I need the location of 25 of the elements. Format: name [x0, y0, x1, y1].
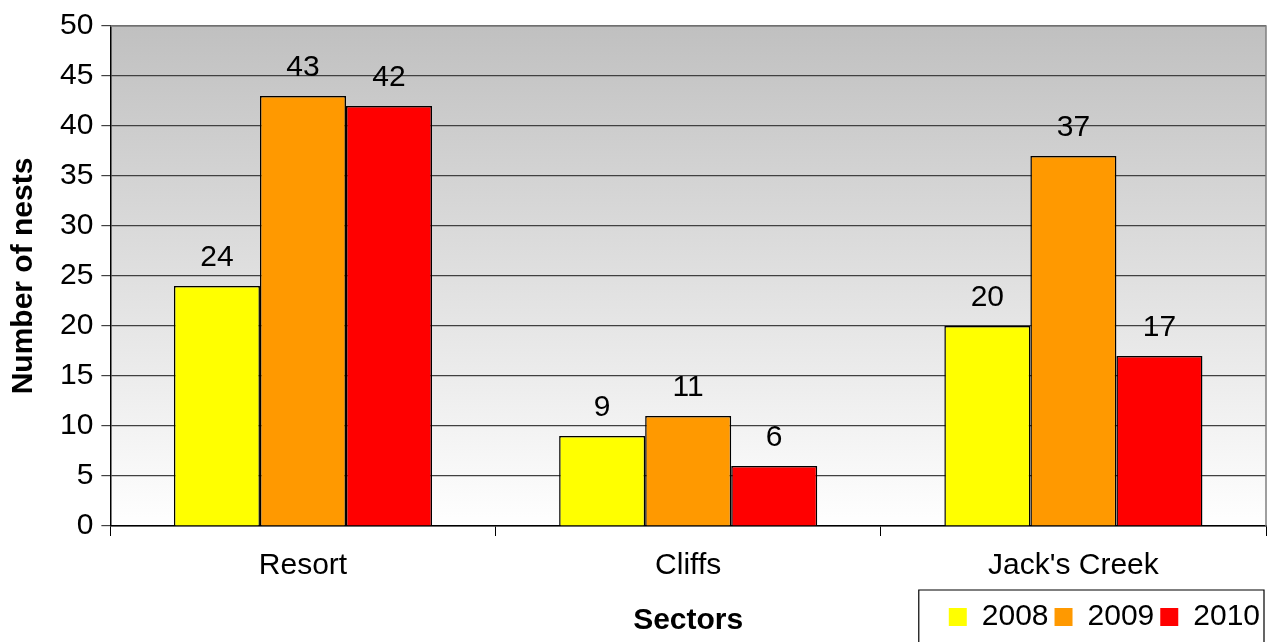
y-tick-label: 35	[59, 157, 94, 191]
y-tick-label: 25	[59, 257, 94, 291]
data-label: 6	[765, 419, 783, 452]
data-label: 20	[970, 279, 1005, 312]
y-tick-label: 5	[76, 457, 94, 491]
y-tick-label: 20	[59, 307, 94, 341]
y-axis-title: Number of nests	[5, 157, 39, 395]
x-tick-label: Jack's Creek	[988, 547, 1160, 581]
y-tick-label: 0	[76, 507, 94, 541]
y-tick-label: 50	[59, 7, 94, 41]
y-tick-label: 40	[59, 107, 94, 141]
y-tick-label: 30	[59, 207, 94, 241]
legend-label: 2009	[1087, 598, 1155, 632]
y-tick-label: 15	[59, 357, 94, 391]
x-tick-label: Cliffs	[655, 547, 722, 581]
y-tick-label: 45	[59, 57, 94, 91]
x-tick-label: Resort	[258, 547, 348, 581]
legend-label: 2008	[981, 598, 1049, 632]
data-label: 43	[286, 49, 320, 82]
y-tick-label: 10	[59, 407, 94, 441]
legend-label: 2010	[1193, 598, 1261, 632]
data-label: 9	[593, 389, 611, 422]
data-label: 24	[200, 239, 234, 272]
data-label: 11	[672, 369, 704, 402]
x-axis-title: Sectors	[633, 602, 744, 636]
